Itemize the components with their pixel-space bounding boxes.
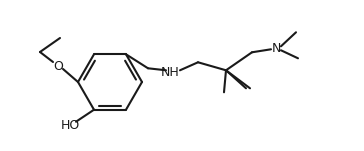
Text: O: O <box>53 59 63 72</box>
Text: NH: NH <box>161 66 179 79</box>
Text: HO: HO <box>60 119 80 132</box>
Text: N: N <box>271 42 281 55</box>
